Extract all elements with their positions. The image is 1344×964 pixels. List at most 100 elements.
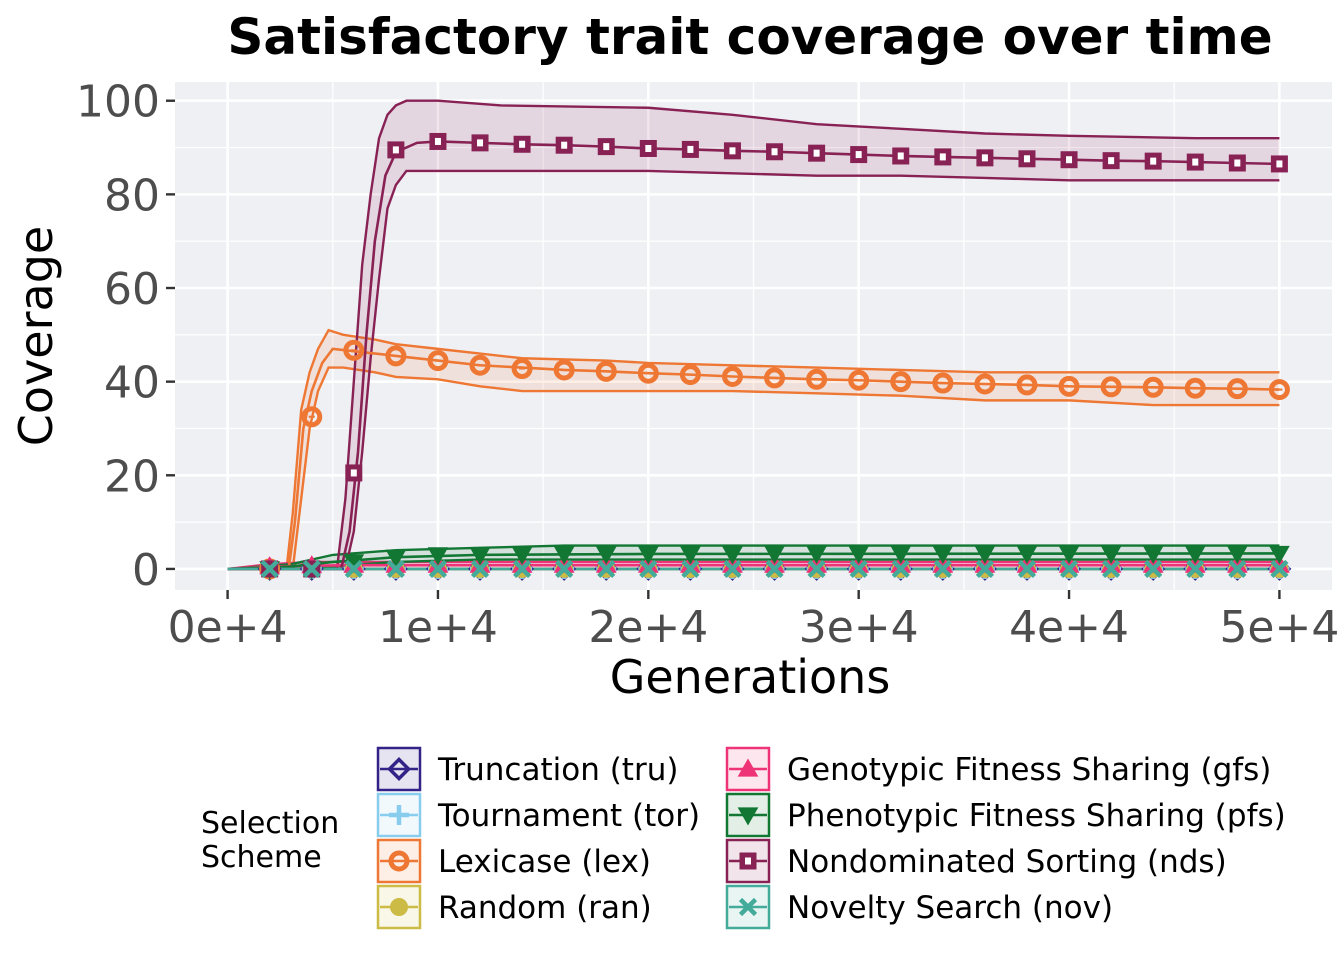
legend-label: Phenotypic Fitness Sharing (pfs)	[787, 798, 1286, 834]
x-tick-label: 0e+4	[168, 602, 288, 653]
data-point	[595, 360, 617, 382]
x-axis-label: Generations	[610, 650, 891, 704]
data-point-inner	[939, 153, 946, 161]
legend-item: Phenotypic Fitness Sharing (pfs)	[725, 792, 1286, 838]
data-point	[1100, 545, 1122, 564]
data-point-inner	[561, 141, 568, 149]
legend-label: Random (ran)	[438, 890, 652, 926]
data-point-inner	[897, 152, 904, 160]
data-point-inner	[1023, 155, 1030, 163]
data-point	[974, 373, 996, 395]
data-point	[679, 364, 701, 386]
data-point	[1184, 377, 1206, 399]
data-point	[637, 546, 659, 565]
data-point-b	[260, 559, 279, 579]
series-2-band-upper	[227, 328, 1280, 571]
series-7-markers	[260, 559, 1289, 579]
data-point	[469, 354, 491, 376]
data-point-b	[555, 559, 574, 579]
data-point	[848, 369, 870, 391]
series-2-band-lower	[227, 366, 1280, 571]
data-point-inner	[434, 137, 441, 145]
data-point-b	[513, 559, 532, 579]
legend-title-line-1: Selection	[201, 806, 339, 841]
data-point-b	[1270, 559, 1289, 579]
y-tick-label: 40	[104, 358, 160, 409]
data-point	[806, 545, 827, 564]
data-point	[721, 365, 743, 387]
legend-item: Lexicase (lex)	[376, 838, 651, 884]
data-point-b	[723, 559, 742, 579]
data-point	[890, 371, 912, 393]
data-point-b	[470, 559, 490, 579]
data-point	[1058, 375, 1080, 397]
x-tick-label: 4e+4	[1009, 602, 1129, 653]
legend-label: Truncation (tru)	[437, 752, 678, 788]
data-point	[553, 359, 575, 381]
data-point-inner	[813, 149, 820, 157]
data-point-inner	[350, 469, 357, 477]
y-tick-label: 60	[104, 264, 160, 315]
legend-title: Selection Scheme	[201, 806, 349, 875]
data-point	[427, 547, 449, 566]
data-point-inner	[981, 154, 988, 162]
legend-item: Random (ran)	[376, 884, 652, 930]
y-tick-label: 20	[104, 451, 160, 502]
data-point-b	[597, 559, 616, 579]
data-point	[1142, 376, 1164, 398]
data-point	[385, 345, 407, 367]
data-point	[1269, 545, 1290, 564]
data-point	[722, 546, 743, 565]
legend-key-marker-b	[738, 897, 758, 917]
x-tick-label: 2e+4	[588, 602, 708, 653]
series-6-band-lower	[227, 169, 1280, 571]
legend-item: Tournament (tor)	[376, 792, 700, 838]
legend-key-marker	[737, 758, 759, 777]
x-tick-label: 1e+4	[378, 602, 498, 653]
data-point	[1058, 545, 1080, 564]
legend-key-marker-inner	[745, 857, 751, 865]
data-point-b	[849, 559, 868, 579]
data-point-inner	[1276, 160, 1283, 168]
data-point-b	[765, 559, 784, 579]
data-point	[680, 546, 701, 565]
data-point	[553, 546, 575, 565]
data-point	[511, 546, 533, 565]
data-point-b	[1059, 559, 1079, 579]
legend-key-marker	[737, 807, 759, 826]
legend-key-marker	[390, 898, 408, 916]
data-point	[932, 545, 954, 564]
data-point	[764, 545, 785, 564]
data-point-b	[975, 559, 994, 579]
legend-title-line-2: Scheme	[201, 840, 322, 875]
data-point-b	[639, 559, 658, 579]
data-point-b	[1102, 559, 1121, 579]
legend-item: Truncation (tru)	[376, 746, 678, 792]
series-6-band	[227, 100, 1280, 569]
data-point-inner	[1108, 157, 1115, 165]
data-point-inner	[1234, 159, 1241, 167]
data-point	[1142, 545, 1164, 564]
data-point-inner	[729, 147, 736, 155]
data-point	[637, 362, 659, 384]
data-point-inner	[687, 145, 694, 153]
y-tick-label: 80	[104, 170, 160, 221]
data-point-inner	[477, 139, 484, 147]
data-point-inner	[1192, 158, 1199, 166]
data-point-b	[933, 559, 952, 579]
data-point	[469, 547, 491, 566]
data-point	[1184, 545, 1206, 564]
x-tick-label: 3e+4	[799, 602, 919, 653]
x-tick-label: 5e+4	[1219, 602, 1339, 653]
data-point-inner	[1150, 157, 1157, 165]
data-point	[932, 372, 954, 394]
legend-label: Nondominated Sorting (nds)	[787, 844, 1227, 880]
legend-label: Novelty Search (nov)	[787, 890, 1113, 926]
data-point	[343, 339, 365, 361]
data-point-inner	[519, 140, 526, 148]
series-5-band	[227, 545, 1280, 569]
data-point-inner	[603, 143, 610, 151]
data-point-b	[302, 559, 321, 579]
